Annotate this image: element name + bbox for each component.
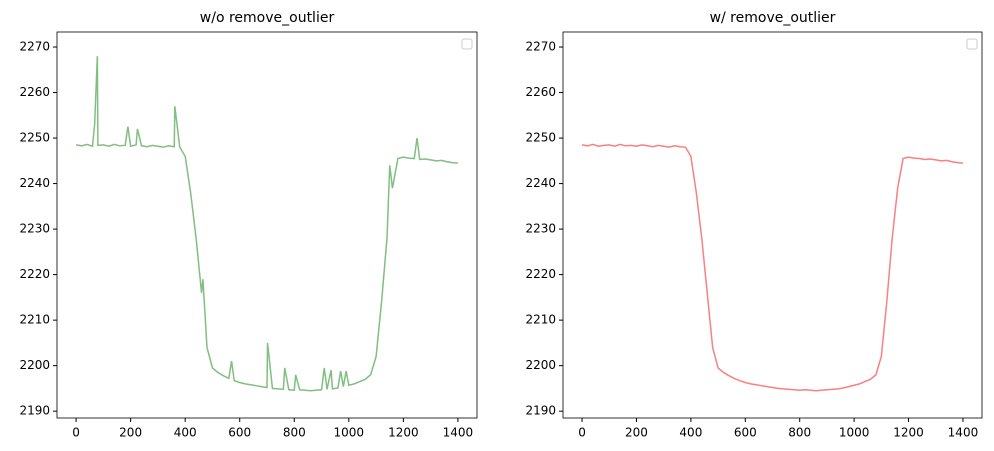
y-tick-label: 2230 bbox=[19, 222, 50, 236]
data-line bbox=[581, 143, 964, 392]
x-tick-label: 200 bbox=[119, 426, 142, 440]
chart-title: w/ remove_outlier bbox=[710, 10, 836, 26]
x-tick-label: 1400 bbox=[948, 426, 979, 440]
y-tick-label: 2200 bbox=[19, 358, 50, 372]
y-tick-label: 2260 bbox=[525, 85, 556, 99]
x-tick-label: 400 bbox=[679, 426, 702, 440]
axes-frame bbox=[56, 31, 478, 419]
y-tick-label: 2210 bbox=[525, 313, 556, 327]
y-tick-label: 2250 bbox=[525, 131, 556, 145]
y-tick-label: 2270 bbox=[19, 40, 50, 54]
x-tick-label: 400 bbox=[174, 426, 197, 440]
x-tick-label: 600 bbox=[228, 426, 251, 440]
y-tick-label: 2220 bbox=[19, 267, 50, 281]
legend bbox=[461, 38, 473, 50]
x-tick-label: 0 bbox=[578, 426, 586, 440]
x-tick-label: 600 bbox=[734, 426, 757, 440]
y-tick-label: 2220 bbox=[525, 267, 556, 281]
y-tick-label: 2270 bbox=[525, 40, 556, 54]
y-tick-label: 2260 bbox=[19, 85, 50, 99]
legend bbox=[966, 38, 978, 50]
x-tick-label: 1200 bbox=[893, 426, 924, 440]
x-tick-label: 1000 bbox=[334, 426, 365, 440]
y-tick-label: 2240 bbox=[19, 176, 50, 190]
x-tick-label: 1200 bbox=[388, 426, 419, 440]
x-tick-label: 800 bbox=[283, 426, 306, 440]
y-tick-label: 2200 bbox=[525, 358, 556, 372]
chart-title: w/o remove_outlier bbox=[200, 10, 335, 26]
y-tick-label: 2190 bbox=[19, 404, 50, 418]
y-tick-label: 2250 bbox=[19, 131, 50, 145]
x-tick-label: 1000 bbox=[839, 426, 870, 440]
x-tick-label: 800 bbox=[788, 426, 811, 440]
y-tick-label: 2230 bbox=[525, 222, 556, 236]
y-tick-label: 2190 bbox=[525, 404, 556, 418]
x-tick-label: 200 bbox=[625, 426, 648, 440]
data-line bbox=[75, 56, 458, 392]
y-tick-label: 2210 bbox=[19, 313, 50, 327]
x-tick-label: 1400 bbox=[443, 426, 474, 440]
axes-frame bbox=[562, 31, 983, 419]
y-tick-label: 2240 bbox=[525, 176, 556, 190]
x-tick-label: 0 bbox=[72, 426, 80, 440]
